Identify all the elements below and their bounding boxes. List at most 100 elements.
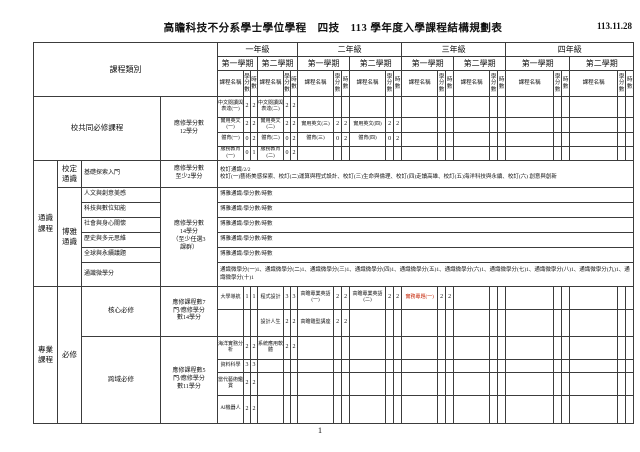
course-cell: 實用英文(二)	[257, 117, 284, 133]
course-name-header: 課程名稱	[401, 70, 439, 97]
hour-cell: 2	[250, 372, 258, 396]
empty-cell	[385, 336, 395, 360]
empty-cell	[625, 336, 635, 360]
empty-cell	[617, 96, 627, 118]
course-cell: 高瞻專業英語(一)	[297, 286, 335, 310]
category-header: 課程類別	[33, 42, 218, 97]
course-cell: 實用英文(三)	[297, 117, 335, 133]
empty-cell	[437, 309, 447, 337]
empty-cell	[333, 359, 343, 373]
hour-cell: 2	[250, 96, 258, 118]
hour-cell: 2	[341, 117, 351, 133]
empty-cell	[341, 96, 351, 118]
requirement-cell: 應修課程數5 門/應修學分 數11學分	[160, 336, 218, 424]
span-text-cell: 通識微學分(一)1、通識微學分(二)1、通識微學分(三)1、通識微學分(四)1、…	[216, 262, 635, 287]
empty-cell	[297, 372, 335, 396]
course-cell: 體育(三)	[297, 132, 335, 147]
course-cell: 中文閱讀與表達(一)	[217, 96, 244, 118]
empty-cell	[349, 96, 387, 118]
empty-cell	[257, 359, 284, 373]
category-cell: 歷史與多元思維	[81, 232, 161, 248]
credit-cell: 2	[333, 286, 343, 310]
credits-header: 學分數	[385, 70, 395, 97]
course-cell: 設計人生	[257, 309, 284, 337]
empty-cell	[385, 96, 395, 118]
course-cell: 海洋實務分析	[217, 336, 244, 360]
span-text-cell: 博雅通識/學分數/時數	[216, 187, 635, 203]
empty-cell	[289, 395, 299, 424]
span-text-cell: 校訂通識/2/2 校訂(一)藝術美感探索、校訂(二)運算與程式設計、校訂(三)生…	[216, 160, 635, 188]
semester-header: 第一學期	[217, 56, 258, 71]
hour-cell: 2	[393, 117, 403, 133]
hour-cell: 2	[289, 96, 299, 118]
empty-cell	[625, 146, 635, 161]
hour-cell: 2	[341, 309, 351, 337]
hour-cell: 1	[250, 146, 258, 161]
hour-cell: 2	[289, 132, 299, 147]
subsection-label: 博雅 通識	[57, 187, 82, 287]
empty-cell	[617, 309, 627, 337]
credits-header: 學分數	[553, 70, 563, 97]
empty-cell	[505, 132, 555, 147]
semester-header: 第一學期	[505, 56, 571, 71]
course-name-header: 課程名稱	[217, 70, 244, 97]
course-cell: AI機器人	[217, 395, 244, 424]
semester-header: 第一學期	[297, 56, 351, 71]
empty-cell	[453, 359, 491, 373]
empty-cell	[497, 132, 507, 147]
credit-cell: 2	[283, 96, 291, 118]
empty-cell	[569, 146, 619, 161]
hour-cell: 2	[250, 117, 258, 133]
credit-cell: 2	[283, 309, 291, 337]
hour-cell: 2	[445, 286, 455, 310]
empty-cell	[393, 395, 403, 424]
course-name-header: 課程名稱	[297, 70, 335, 97]
empty-cell	[283, 372, 291, 396]
empty-cell	[569, 336, 619, 360]
category-cell: 核心必修	[81, 286, 161, 337]
category-cell: 全球與永續議題	[81, 247, 161, 263]
empty-cell	[393, 336, 403, 360]
hours-header: 時數	[561, 70, 571, 97]
empty-cell	[497, 96, 507, 118]
credit-cell: 3	[283, 286, 291, 310]
empty-cell	[489, 309, 499, 337]
semester-header: 第二學期	[256, 56, 299, 71]
empty-cell	[505, 309, 555, 337]
course-cell: 資料科學	[217, 359, 244, 373]
empty-cell	[289, 359, 299, 373]
credit-cell: 3	[243, 359, 251, 373]
hour-cell: 2	[289, 146, 299, 161]
year-header: 一年級	[216, 42, 299, 57]
category-cell: 基礎探索入門	[81, 160, 161, 188]
requirement-cell: 應修學分數 12學分	[160, 96, 218, 161]
empty-cell	[437, 395, 447, 424]
empty-cell	[497, 336, 507, 360]
empty-cell	[437, 359, 447, 373]
empty-cell	[625, 286, 635, 310]
credits-header: 學分數	[489, 70, 499, 97]
empty-cell	[569, 372, 619, 396]
empty-cell	[561, 395, 571, 424]
hour-cell: 2	[341, 132, 351, 147]
category-cell: 跨域必修	[81, 336, 161, 424]
course-name-header: 課程名稱	[453, 70, 491, 97]
empty-cell	[401, 132, 439, 147]
empty-cell	[437, 117, 447, 133]
credits-header: 學分數	[617, 70, 627, 97]
hour-cell: 3	[250, 359, 258, 373]
empty-cell	[445, 132, 455, 147]
empty-cell	[393, 146, 403, 161]
empty-cell	[333, 395, 343, 424]
hour-cell: 2	[289, 336, 299, 360]
empty-cell	[625, 132, 635, 147]
empty-cell	[445, 96, 455, 118]
empty-cell	[385, 309, 395, 337]
category-cell: 通識微學分	[81, 262, 161, 287]
course-cell: 服務教育(二)	[257, 146, 284, 161]
semester-header: 第二學期	[453, 56, 507, 71]
empty-cell	[561, 117, 571, 133]
hour-cell: 2	[250, 336, 258, 360]
semester-header: 第一學期	[401, 56, 455, 71]
empty-cell	[617, 132, 627, 147]
